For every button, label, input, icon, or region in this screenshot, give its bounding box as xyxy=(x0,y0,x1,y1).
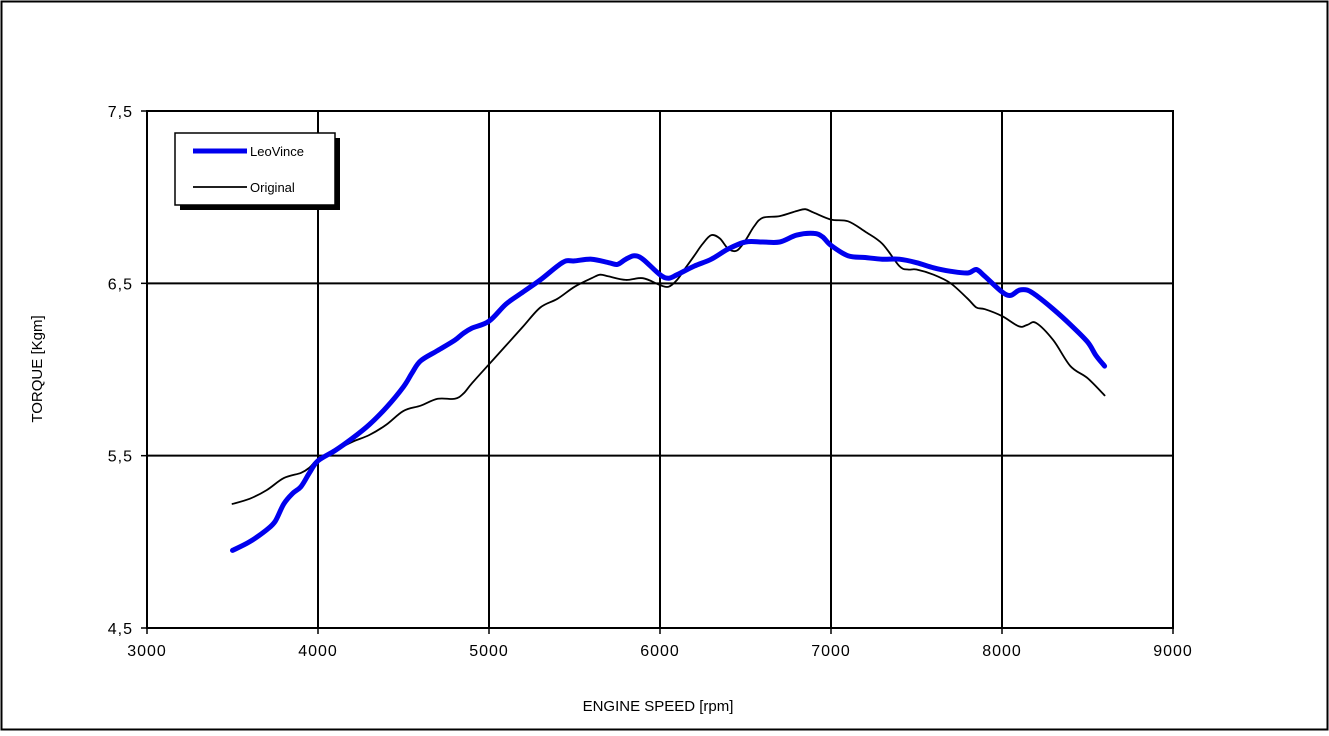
x-tick-label: 7000 xyxy=(811,643,851,660)
series-lines xyxy=(230,208,1108,553)
legend-box xyxy=(174,132,336,206)
x-tick-label: 5000 xyxy=(469,643,509,660)
x-axis-title: ENGINE SPEED [rpm] xyxy=(583,698,734,715)
legend-label: LeoVince xyxy=(250,144,304,159)
y-tick-label: 5,5 xyxy=(108,449,133,466)
x-tick-label: 8000 xyxy=(982,643,1022,660)
legend-label: Original xyxy=(250,180,295,195)
y-tick-label: 4,5 xyxy=(108,621,133,638)
y-tick-label: 6,5 xyxy=(108,276,133,293)
x-tick-label: 9000 xyxy=(1153,643,1193,660)
legend: LeoVince Original xyxy=(174,132,340,210)
x-tick-label: 4000 xyxy=(298,643,338,660)
x-tick-label: 6000 xyxy=(640,643,680,660)
series-line-original xyxy=(231,208,1106,505)
y-tick-label: 7,5 xyxy=(108,104,133,121)
y-axis-title: TORQUE [Kgm] xyxy=(29,315,46,422)
series-line-leovince xyxy=(230,230,1108,553)
axes: 3000 4000 5000 6000 7000 8000 9000 4,5 5,5 6,5 7,5 xyxy=(108,104,1193,660)
x-tick-label: 3000 xyxy=(127,643,167,660)
gridlines xyxy=(147,111,1173,628)
